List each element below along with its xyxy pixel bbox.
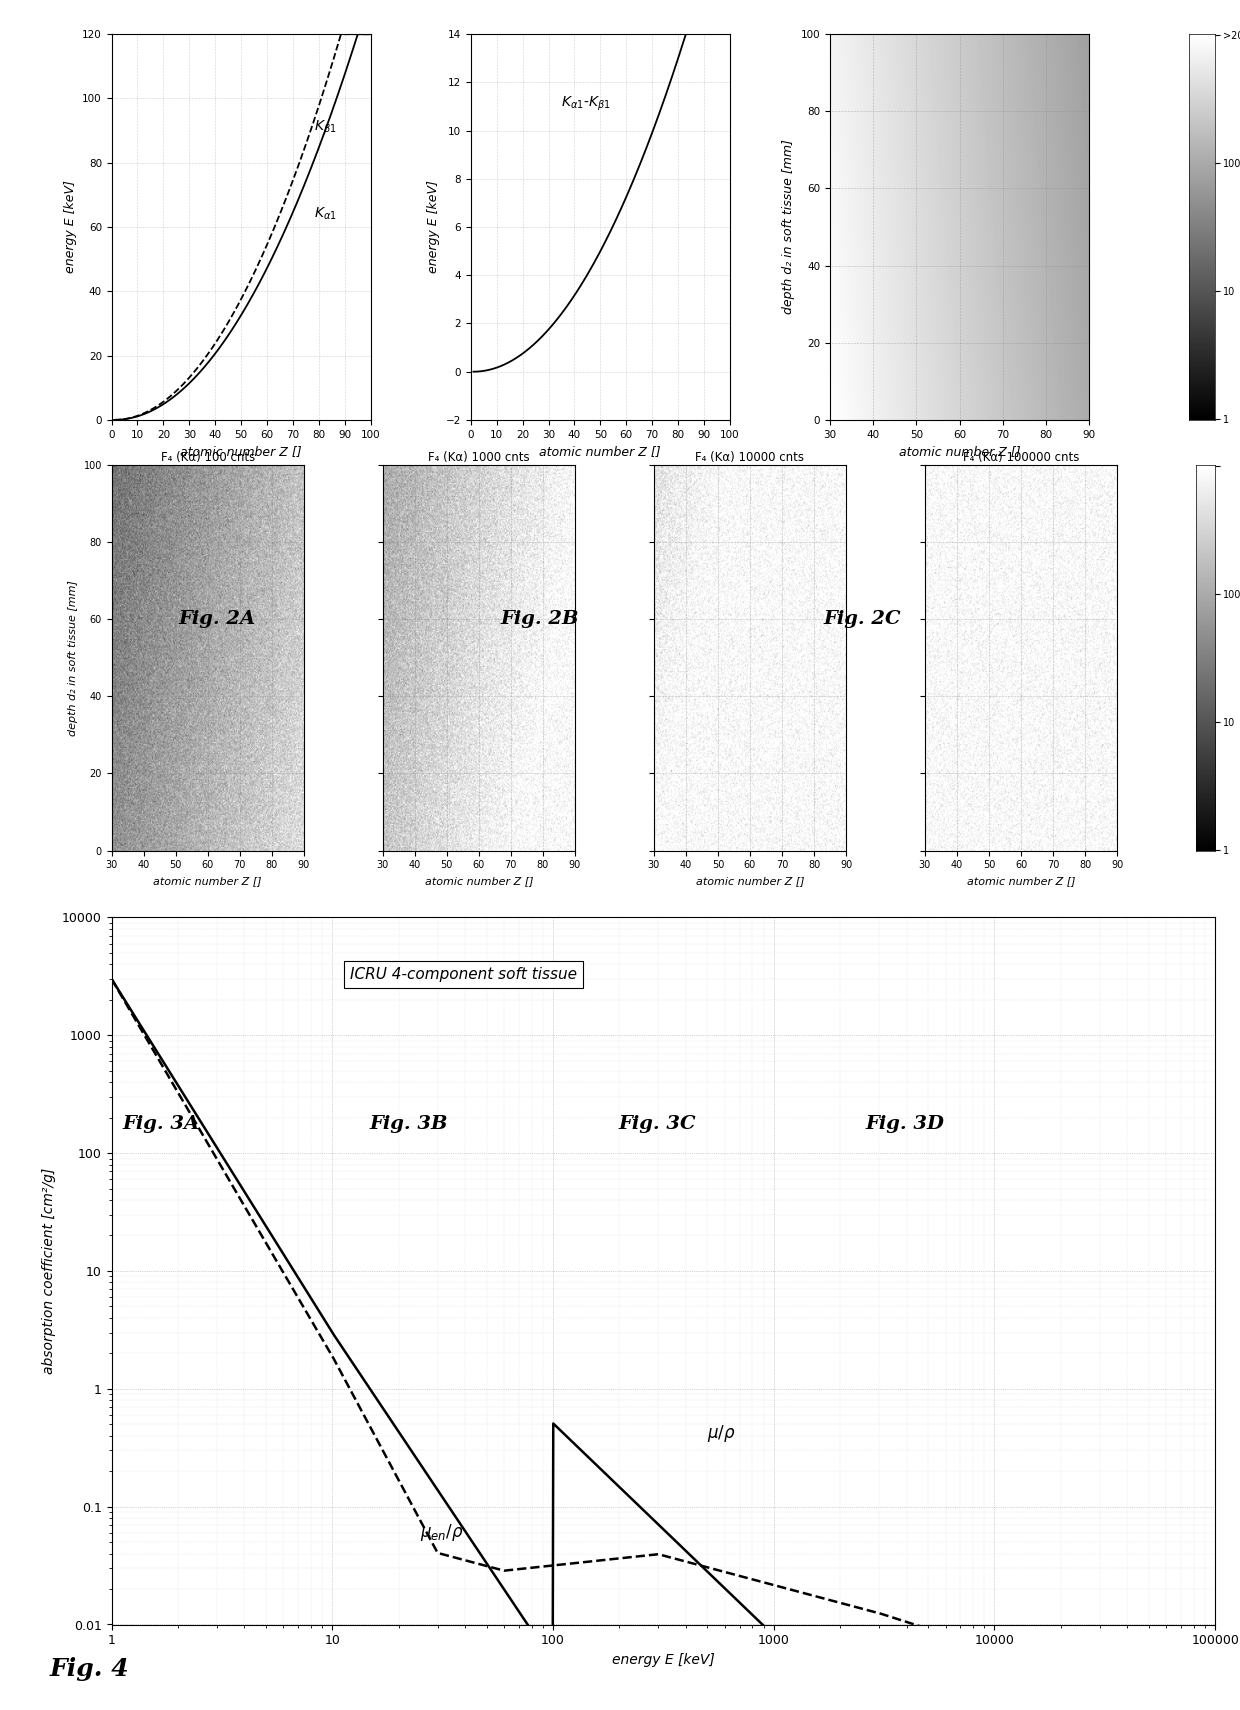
Y-axis label: absorption coefficient [cm²/g]: absorption coefficient [cm²/g] [42, 1168, 57, 1375]
Y-axis label: depth d₂ in soft tissue [mm]: depth d₂ in soft tissue [mm] [68, 580, 78, 735]
Text: Fig. 3B: Fig. 3B [370, 1115, 449, 1132]
Text: $K_{\alpha1}$-$K_{\beta1}$: $K_{\alpha1}$-$K_{\beta1}$ [562, 94, 611, 113]
X-axis label: energy E [keV]: energy E [keV] [613, 1654, 714, 1667]
X-axis label: atomic number Z []: atomic number Z [] [967, 876, 1075, 886]
Text: Fig. 3A: Fig. 3A [123, 1115, 200, 1132]
Text: $K_{\alpha1}$: $K_{\alpha1}$ [314, 205, 336, 222]
Y-axis label: energy E [keV]: energy E [keV] [63, 181, 77, 274]
X-axis label: atomic number Z []: atomic number Z [] [154, 876, 262, 886]
Text: ICRU 4-component soft tissue: ICRU 4-component soft tissue [350, 968, 577, 982]
X-axis label: atomic number Z []: atomic number Z [] [539, 445, 661, 458]
X-axis label: atomic number Z []: atomic number Z [] [424, 876, 533, 886]
Text: Fig. 2B: Fig. 2B [500, 610, 579, 628]
X-axis label: atomic number Z []: atomic number Z [] [696, 876, 805, 886]
Title: F₄ (Kα) 1000 cnts: F₄ (Kα) 1000 cnts [428, 451, 529, 463]
X-axis label: atomic number Z []: atomic number Z [] [899, 445, 1021, 458]
Text: $K_{\beta1}$: $K_{\beta1}$ [314, 118, 336, 137]
Text: $\mu_{en}/\rho$: $\mu_{en}/\rho$ [420, 1522, 464, 1542]
Text: Fig. 2C: Fig. 2C [823, 610, 900, 628]
Text: Fig. 2A: Fig. 2A [179, 610, 255, 628]
Text: Fig. 4: Fig. 4 [50, 1657, 129, 1681]
Text: $\mu/\rho$: $\mu/\rho$ [707, 1423, 737, 1445]
Title: F₄ (Kα) 100 cnts: F₄ (Kα) 100 cnts [161, 451, 255, 463]
Text: Fig. 3C: Fig. 3C [619, 1115, 696, 1132]
Title: F₄ (Kα) 10000 cnts: F₄ (Kα) 10000 cnts [696, 451, 805, 463]
Y-axis label: energy E [keV]: energy E [keV] [428, 181, 440, 274]
Text: Fig. 3D: Fig. 3D [866, 1115, 945, 1132]
X-axis label: atomic number Z []: atomic number Z [] [180, 445, 301, 458]
Title: F₄ (Kα) 100000 cnts: F₄ (Kα) 100000 cnts [962, 451, 1079, 463]
Y-axis label: depth d₂ in soft tissue [mm]: depth d₂ in soft tissue [mm] [782, 140, 795, 315]
